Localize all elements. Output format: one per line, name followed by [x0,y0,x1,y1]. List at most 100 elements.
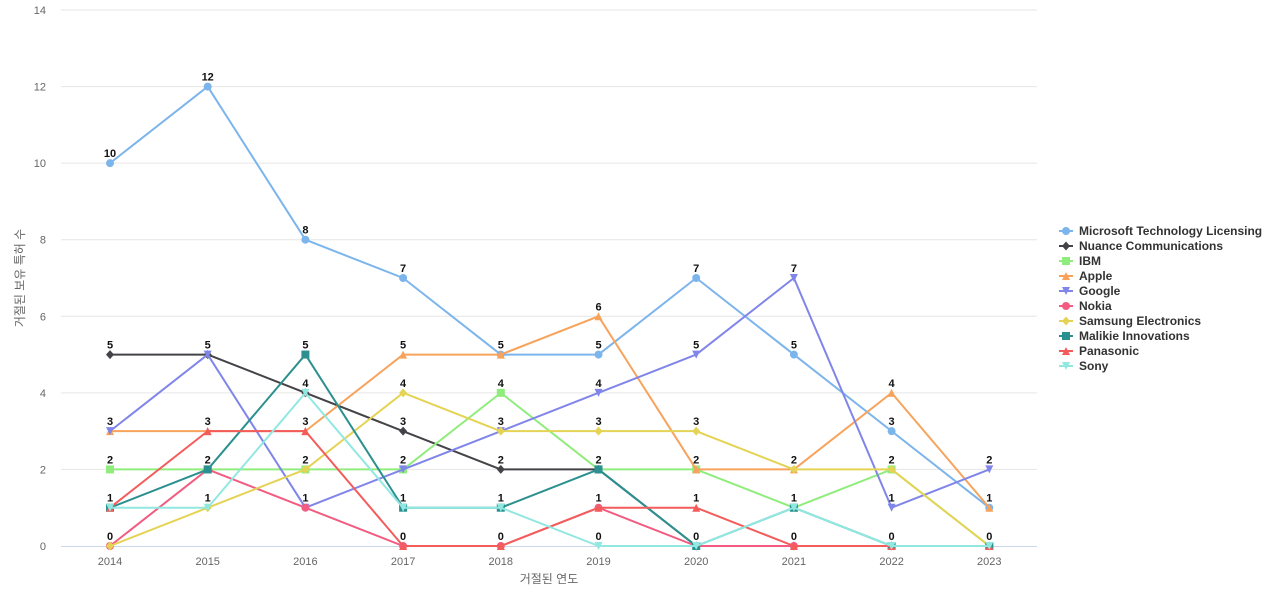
data-point [985,542,994,550]
data-label: 2 [400,454,406,466]
data-point [301,235,310,244]
data-label: 3 [889,416,895,428]
data-label: 4 [889,378,896,390]
series-line [109,85,991,509]
y-tick-label: 4 [40,388,46,400]
data-point [106,350,114,360]
y-tick-label: 12 [34,82,46,94]
series-group [106,465,994,550]
data-point [203,427,212,436]
data-label: 4 [302,378,309,390]
series-line [109,391,991,547]
legend-item: Nokia [1059,299,1112,313]
series-group [106,388,994,550]
x-tick-label: 2015 [195,556,219,568]
legend-item: Nuance Communications [1059,239,1223,253]
data-label: 2 [205,454,211,466]
data-point [594,542,603,550]
data-label: 1 [498,493,504,505]
data-label: 7 [693,263,699,275]
legend-item: Sony [1059,359,1109,373]
data-label: 5 [205,340,211,352]
data-point [594,388,603,397]
series-line [109,353,991,547]
data-label: 2 [107,454,113,466]
data-label: 1 [302,493,308,505]
data-point [985,465,994,474]
data-point [399,465,408,474]
legend-item: Malikie Innovations [1059,329,1190,343]
data-label: 5 [400,340,406,352]
data-label: 4 [595,378,602,390]
data-label: 10 [104,148,116,160]
legend-label: Apple [1079,269,1113,283]
data-point [203,82,212,91]
data-point [399,274,408,282]
data-point [594,503,603,512]
x-tick-label: 2018 [489,556,513,568]
data-point [301,503,310,512]
data-label: 0 [400,531,406,543]
data-point [106,465,114,474]
x-axis-title: 거절된 연도 [520,572,579,586]
data-label: 1 [205,493,211,505]
series-lines [106,82,994,551]
x-tick-label: 2020 [684,556,708,568]
data-point [789,503,798,512]
x-tick-label: 2016 [293,556,317,568]
data-label: 2 [791,454,797,466]
data-point [887,388,896,397]
data-point [301,350,310,359]
data-label: 7 [400,263,406,275]
data-point [692,350,701,359]
legend-label: Google [1079,284,1121,298]
data-label: 2 [986,454,992,466]
legend-item: Panasonic [1059,344,1139,358]
legend-marker [1062,316,1070,326]
legend-marker [1062,257,1070,265]
data-label: 3 [400,416,406,428]
data-label: 0 [986,531,992,543]
legend-marker [1062,227,1070,235]
data-point [594,426,603,436]
data-point [985,503,994,512]
data-point [301,427,310,436]
data-label: 1 [889,493,895,505]
x-tick-label: 2017 [391,556,415,568]
legend-marker [1062,302,1070,310]
data-point [301,388,310,397]
data-point [106,159,114,168]
data-point [203,465,212,474]
data-point [692,465,701,474]
data-point [399,503,408,512]
data-label: 1 [791,493,797,505]
data-point [594,312,603,321]
series-group [106,350,994,550]
data-point [203,350,212,359]
data-point [399,542,408,550]
data-label: 4 [498,378,505,390]
legend-label: Sony [1079,359,1109,373]
data-point [789,274,798,282]
series-line [109,391,991,547]
data-label: 8 [302,225,308,237]
legend-item: Microsoft Technology Licensing [1059,224,1262,238]
data-point [789,464,798,474]
legend-label: Nokia [1079,299,1112,313]
data-label: 3 [107,416,113,428]
series-line [109,468,991,547]
data-point [301,464,310,474]
data-label: 3 [595,416,601,428]
legend-marker [1062,272,1070,280]
y-axis-ticks: 0 2 4 6 8 10 12 14 [34,5,46,553]
y-tick-label: 6 [40,311,46,323]
series-group [106,350,994,551]
data-label: 5 [107,340,113,352]
data-point [496,503,505,512]
data-label: 2 [498,454,504,466]
x-tick-label: 2022 [879,556,903,568]
y-tick-label: 2 [40,464,46,476]
data-label: 5 [302,340,308,352]
